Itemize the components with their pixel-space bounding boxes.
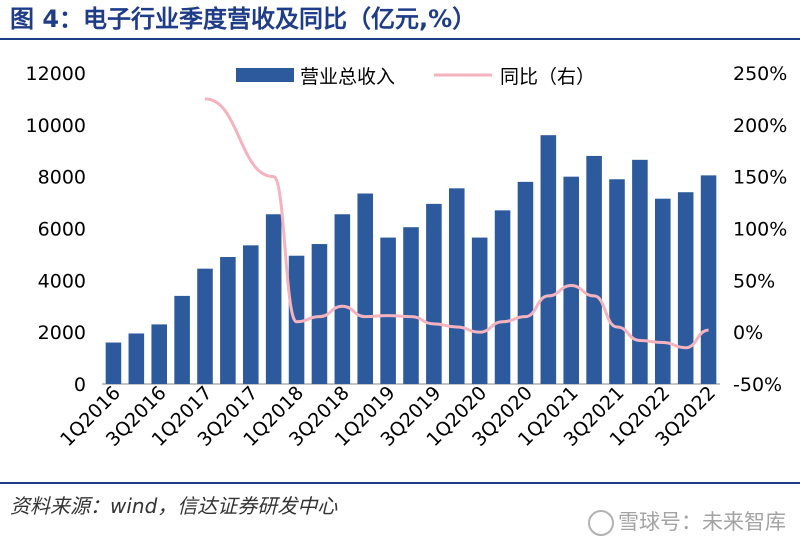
bar-1Q2016 — [105, 342, 122, 384]
bar-4Q2021 — [632, 159, 648, 384]
bar-1Q2017 — [197, 268, 213, 384]
y-left-tick-label: 8000 — [38, 167, 86, 189]
y-left-tick-label: 12000 — [26, 63, 86, 85]
bar-1Q2022 — [654, 198, 671, 384]
y-left-tick-label: 6000 — [38, 219, 86, 241]
line-series — [204, 97, 709, 350]
legend-bar-swatch — [236, 68, 294, 82]
bar-2Q2017 — [220, 257, 236, 384]
bar-2Q2018 — [311, 244, 328, 384]
figure-title: 图 4：电子行业季度营收及同比（亿元,%） — [10, 5, 477, 33]
y-right-tick-label: 0% — [733, 322, 763, 344]
bar-4Q2018 — [357, 193, 374, 384]
bar-3Q2022 — [700, 175, 717, 384]
y-left-tick-label: 2000 — [38, 322, 86, 344]
bar-4Q2016 — [174, 295, 190, 384]
bar-3Q2021 — [609, 179, 625, 384]
title-divider — [0, 38, 800, 40]
legend-line-label: 同比（右） — [500, 66, 595, 88]
y-right-tick-label: -50% — [733, 374, 782, 396]
y-left-tick-label: 0 — [74, 374, 86, 396]
source-divider — [0, 482, 800, 484]
watermark: 雪球号：未来智库 — [588, 506, 786, 536]
legend: 营业总收入 同比（右） — [236, 66, 595, 88]
bar-2Q2019 — [403, 227, 419, 384]
bar-2Q2021 — [586, 155, 602, 384]
y-right-tick-label: 150% — [733, 167, 787, 189]
y-left-tick-label: 4000 — [38, 270, 86, 292]
bar-3Q2016 — [151, 324, 168, 384]
bar-4Q2017 — [265, 214, 282, 384]
y-right-tick-label: 50% — [733, 270, 775, 292]
yoy-line — [204, 97, 709, 350]
bar-1Q2018 — [288, 255, 305, 384]
bar-4Q2019 — [448, 188, 465, 384]
bar-3Q2019 — [426, 203, 442, 384]
bar-2Q2022 — [677, 192, 694, 384]
snowball-logo-icon — [588, 510, 614, 536]
y-right-tick-label: 100% — [733, 219, 787, 241]
bar-1Q2019 — [380, 237, 396, 384]
bar-1Q2021 — [563, 176, 580, 384]
bar-3Q2018 — [334, 214, 351, 384]
legend-bar-label: 营业总收入 — [300, 66, 395, 88]
bar-3Q2017 — [242, 245, 259, 384]
source-note: 资料来源：wind，信达证券研发中心 — [10, 494, 338, 518]
revenue-yoy-chart: 0 2000 4000 6000 8000 10000 12000 -50% 0% 50% 100%… — [26, 63, 788, 451]
bar-1Q2020 — [471, 237, 488, 384]
y-left-tick-label: 10000 — [26, 115, 86, 137]
bar-2Q2016 — [128, 333, 145, 384]
bar-2Q2020 — [494, 210, 511, 384]
bar-series — [105, 135, 717, 384]
watermark-text: 雪球号：未来智库 — [618, 510, 786, 534]
y-right-tick-label: 200% — [733, 115, 787, 137]
y-right-tick-label: 250% — [733, 63, 787, 85]
bar-3Q2020 — [517, 181, 534, 384]
bar-4Q2020 — [540, 135, 557, 384]
